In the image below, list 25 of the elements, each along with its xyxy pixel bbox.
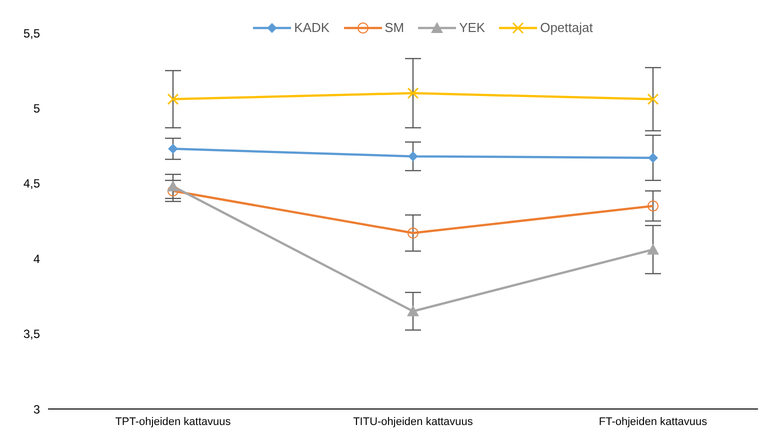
legend-label: SM [384,20,404,35]
legend-label: YEK [459,20,486,35]
point [648,152,658,163]
legend-label: Opettajat [540,20,593,35]
point [168,144,178,154]
x-tick-label: TITU-ohjeiden kattavuus [353,416,474,428]
y-tick-label: 3 [33,402,40,416]
point [167,93,179,105]
point [408,151,418,162]
point [407,87,419,99]
x-tick-label: TPT-ohjeiden kattavuus [115,416,232,428]
point [407,305,419,316]
point [408,228,418,239]
point [168,185,178,196]
point [648,200,658,212]
x-tick-label: FT-ohjeiden kattavuus [598,416,708,428]
point [167,180,179,192]
y-tick-label: 4 [33,252,40,266]
y-tick-label: 3,5 [23,327,40,342]
point [647,93,659,105]
point [647,244,659,255]
y-tick-label: 4,5 [23,176,40,191]
y-tick-label: 5 [33,101,40,116]
legend-label: KADK [294,20,330,35]
y-tick-label: 5,5 [23,26,40,40]
